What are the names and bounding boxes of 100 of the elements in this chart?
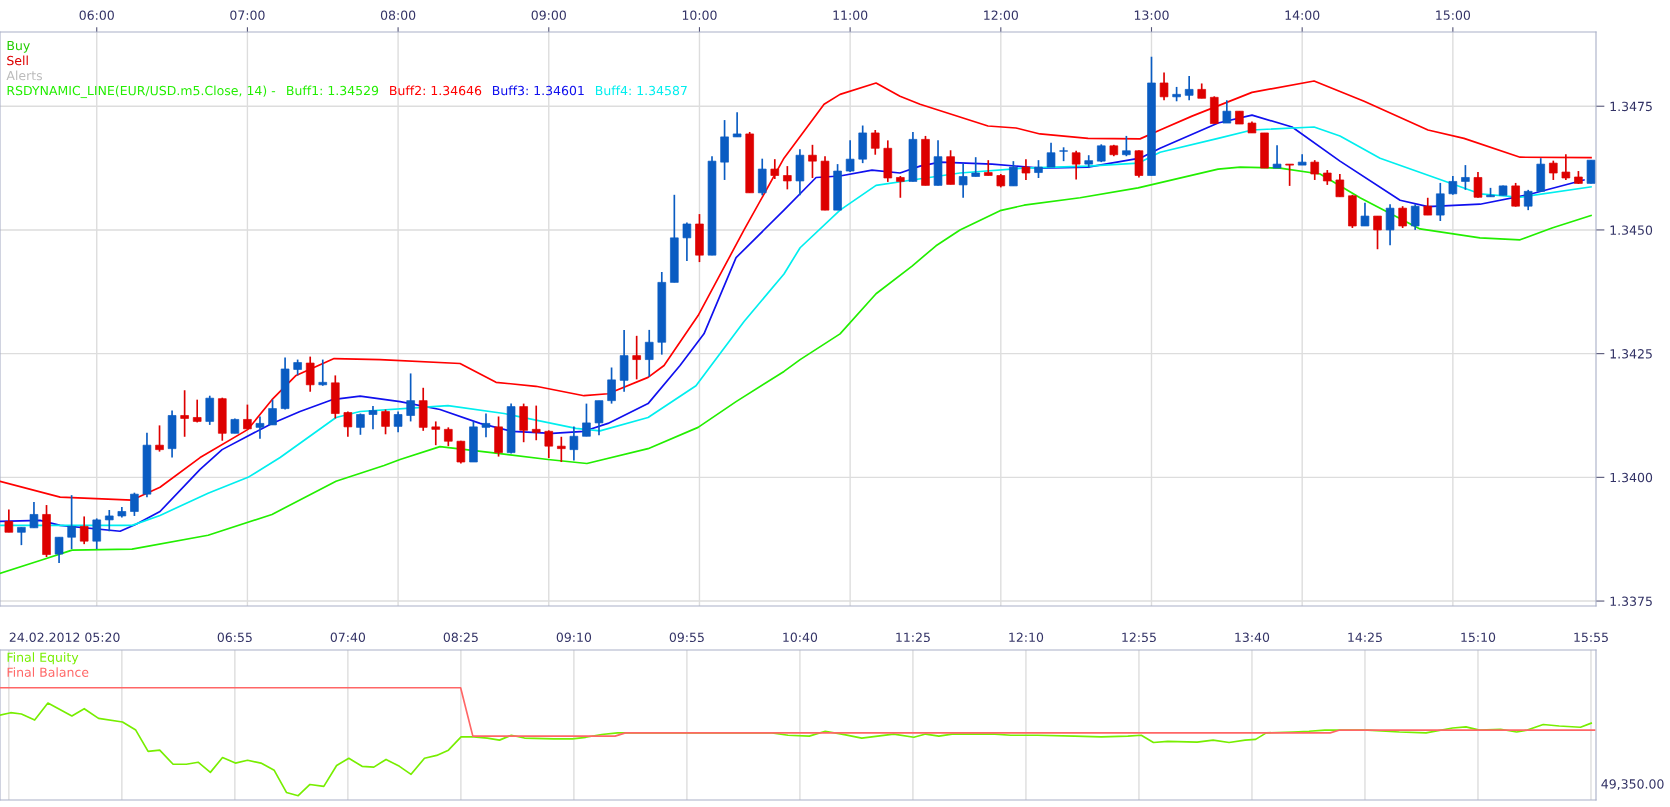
candlestick: [393, 410, 403, 434]
y-tick-label: 1.3450: [1610, 225, 1653, 235]
candlestick: [1398, 205, 1407, 229]
x-tick-label: 09:55: [669, 632, 704, 643]
x-tick-label: 11:25: [896, 632, 930, 643]
candlestick: [757, 157, 767, 197]
candlestick: [1511, 182, 1520, 208]
x-tick-label: 24.02.2012 05:20: [9, 632, 120, 643]
candlestick: [381, 408, 390, 436]
candlestick: [1310, 159, 1319, 181]
candlestick: [1410, 203, 1420, 231]
candlestick: [343, 410, 353, 438]
candlestick: [1360, 201, 1370, 227]
y-tick-label: 1.3400: [1610, 472, 1653, 483]
candlestick: [1046, 142, 1056, 168]
candlestick: [431, 420, 441, 447]
text: Buff2: 1.34646: [390, 85, 482, 96]
candlestick: [481, 412, 491, 439]
x-tick-label: 08:25: [443, 632, 478, 643]
candlestick: [29, 501, 39, 529]
candlestick: [1586, 159, 1596, 185]
x-tick-label: 15:55: [1574, 632, 1608, 643]
candlestick: [569, 425, 579, 462]
candlestick: [92, 517, 101, 550]
candlestick: [1473, 171, 1483, 199]
candlestick: [79, 515, 89, 545]
annotation: Buy: [7, 40, 30, 53]
candlestick: [1385, 203, 1395, 247]
annotation: Sell: [7, 55, 28, 66]
candlestick: [1272, 144, 1282, 169]
x-tick-label: 10:40: [783, 632, 818, 643]
candlestick: [1523, 189, 1533, 211]
candlestick: [582, 402, 591, 438]
candlestick: [243, 403, 252, 430]
candlestick: [594, 399, 604, 437]
candlestick: [958, 162, 968, 199]
candlestick: [845, 139, 855, 173]
candlestick: [783, 165, 792, 191]
candlestick: [531, 404, 541, 442]
x-tick-label: 06:55: [217, 632, 252, 643]
candlestick: [180, 389, 189, 438]
candlestick: [544, 429, 554, 459]
candlestick: [682, 221, 692, 262]
text: 49,350.00: [1601, 779, 1664, 790]
x-tick-label: 15:00: [1436, 10, 1471, 20]
candlestick: [644, 329, 654, 378]
candlestick: [1184, 75, 1194, 102]
candlestick: [1561, 153, 1571, 181]
candlestick: [130, 491, 139, 517]
candlestick: [1549, 159, 1558, 181]
candlestick: [205, 394, 215, 426]
candlestick: [1448, 175, 1458, 196]
candlestick: [971, 156, 980, 178]
candlestick: [1071, 149, 1081, 181]
x-tick-label: 12:00: [984, 10, 1018, 20]
text: Final Equity: [7, 652, 79, 665]
candlestick: [984, 159, 993, 177]
y-tick-label: 1.3475: [1610, 101, 1652, 112]
candlestick: [1461, 164, 1470, 191]
legend-title: RSDYNAMIC_LINE(EUR/USD.m5.Close, 14) -: [7, 85, 276, 99]
text: Buff4: 1.34587: [595, 85, 687, 96]
y-tick-label: 1.3375: [1610, 596, 1652, 606]
candlestick: [1021, 158, 1031, 181]
candlestick: [1373, 215, 1382, 251]
x-tick-label: 11:00: [833, 10, 868, 20]
candlestick: [1009, 160, 1018, 187]
candlestick: [1122, 135, 1131, 158]
x-tick-label: 14:25: [1348, 632, 1382, 643]
x-tick-label: 08:00: [380, 10, 416, 20]
candlestick: [607, 366, 616, 405]
candlestick: [896, 175, 905, 199]
x-tick-label: 09:00: [531, 10, 566, 20]
x-tick-label: 10:00: [682, 10, 717, 20]
candlestick: [632, 334, 641, 381]
x-tick-label: 09:10: [556, 632, 592, 643]
candlestick: [318, 358, 328, 387]
text: Buff1: 1.34529: [287, 85, 379, 96]
x-tick-label: 12:10: [1009, 632, 1044, 643]
candlestick: [1335, 173, 1345, 198]
candlestick: [808, 143, 817, 179]
candlestick: [557, 435, 566, 463]
y-tick-label: 1.3425: [1610, 349, 1652, 359]
candlestick: [1159, 71, 1169, 102]
candlestick: [4, 508, 14, 534]
candlestick: [1285, 163, 1294, 187]
candlestick: [368, 405, 378, 431]
candlestick: [268, 398, 277, 426]
x-tick-label: 13:40: [1235, 632, 1270, 643]
x-tick-label: 13:00: [1134, 10, 1169, 20]
text: Buff3: 1.34601: [492, 85, 584, 96]
candlestick: [1436, 182, 1445, 222]
annotation: Alerts: [6, 70, 43, 81]
candlestick: [67, 494, 76, 550]
x-tick-label: 12:55: [1122, 632, 1156, 643]
candlestick: [732, 111, 742, 138]
candlestick: [305, 355, 315, 393]
candlestick: [519, 402, 528, 444]
candlestick: [870, 129, 880, 156]
x-tick-label: 07:00: [230, 10, 265, 20]
candlestick: [444, 426, 453, 448]
